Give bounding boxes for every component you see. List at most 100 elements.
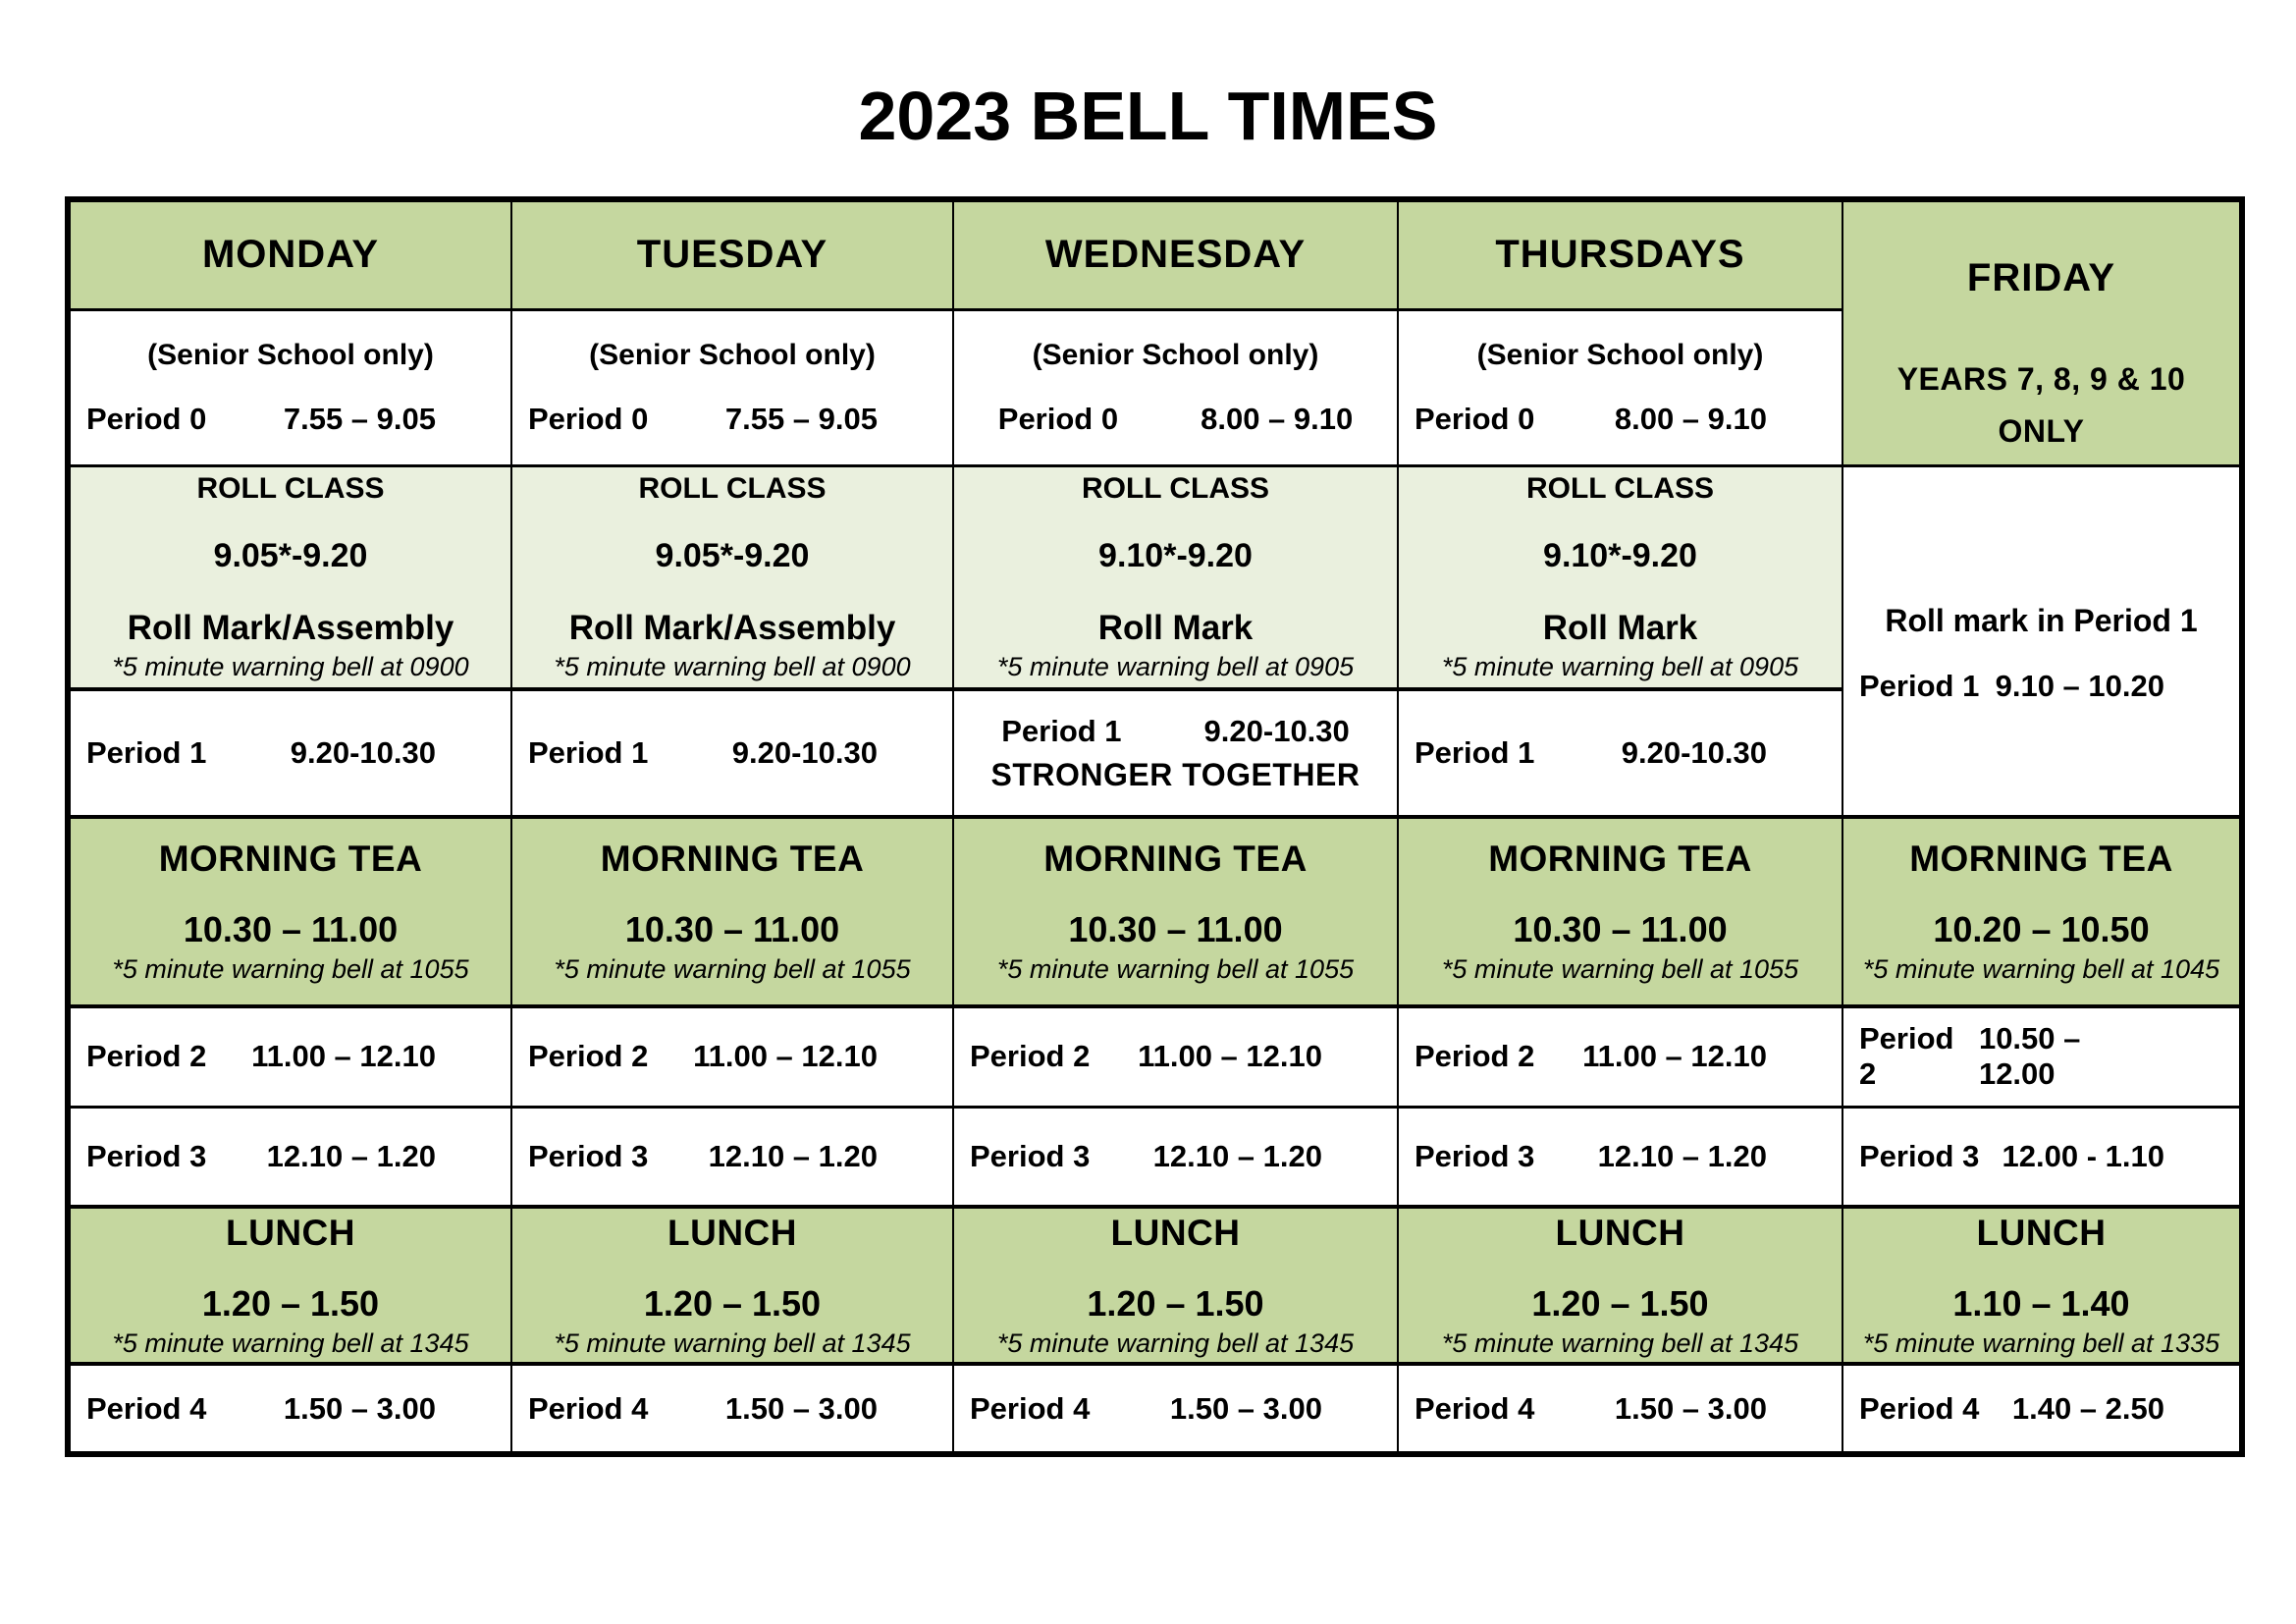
tea-time-wednesday: 10.30 – 11.00 [1068,909,1283,949]
period4-time-thursday: 1.50 – 3.00 [1614,1390,1767,1426]
friday-years-line2: ONLY [1998,412,2085,449]
period4-line-wednesday: Period 4 1.50 – 3.00 [955,1390,1396,1427]
lunch-note-monday: *5 minute warning bell at 1345 [112,1327,469,1358]
period1-cell-tuesday: Period 1 9.20-10.30 [510,687,954,819]
period3-label-friday: Period 3 [1859,1138,1980,1173]
period2-time-friday: 10.50 – 12.00 [1978,1021,2081,1092]
tea-title-tuesday: MORNING TEA [600,839,865,879]
senior-cell-monday: (Senior School only) Period 0 7.55 – 9.0… [67,307,512,467]
morning-tea-cell-thursday: MORNING TEA 10.30 – 11.00 *5 minute warn… [1397,815,1843,1008]
tea-title-friday: MORNING TEA [1909,839,2173,879]
bell-times-table: MONDAY TUESDAY WEDNESDAY THURSDAYS FRIDA… [65,196,2245,1457]
lunch-cell-wednesday: LUNCH 1.20 – 1.50 *5 minute warning bell… [952,1205,1399,1366]
period3-row: Period 3 12.10 – 1.20 Period 3 12.10 – 1… [67,1105,2243,1209]
friday-roll-cell: Roll mark in Period 1 Period 1 9.10 – 10… [1842,463,2243,819]
tea-time-friday: 10.20 – 10.50 [1933,909,2150,949]
header-cell-tuesday: TUESDAY [510,197,954,311]
period4-cell-friday: Period 4 1.40 – 2.50 [1842,1362,2243,1456]
senior-note-monday: (Senior School only) [147,338,434,371]
period4-label-tuesday: Period 4 [528,1390,649,1426]
period4-time-wednesday: 1.50 – 3.00 [1169,1390,1322,1426]
lunch-note-thursday: *5 minute warning bell at 1345 [1441,1327,1799,1358]
roll-mark-thursday: Roll Mark [1542,608,1698,647]
period1-cell-thursday: Period 1 9.20-10.30 [1397,687,1843,819]
period0-line-monday: Period 0 7.55 – 9.05 [71,401,509,437]
period4-time-monday: 1.50 – 3.00 [283,1390,436,1426]
period4-label-wednesday: Period 4 [970,1390,1091,1426]
period0-label-monday: Period 0 [86,401,207,436]
period1-label-thursday: Period 1 [1415,735,1535,770]
roll-class-cell-monday: ROLL CLASS 9.05*-9.20 Roll Mark/Assembly… [67,463,512,691]
period2-time-tuesday: 11.00 – 12.10 [693,1039,878,1074]
morning-tea-cell-wednesday: MORNING TEA 10.30 – 11.00 *5 minute warn… [952,815,1399,1008]
period3-time-thursday: 12.10 – 1.20 [1597,1138,1767,1173]
period1-time-monday: 9.20-10.30 [290,735,436,770]
period1-row: Period 1 9.20-10.30 Period 1 9.20-10.30 … [67,687,2242,819]
period3-time-wednesday: 12.10 – 1.20 [1152,1138,1322,1173]
period1-line-monday: Period 1 9.20-10.30 [71,735,509,771]
period3-line-monday: Period 3 12.10 – 1.20 [71,1138,509,1174]
period1-line-wednesday: Period 1 9.20-10.30 [955,714,1396,749]
period2-line-tuesday: Period 2 11.00 – 12.10 [513,1039,951,1074]
period3-line-friday: Period 3 12.00 - 1.10 [1844,1138,2239,1174]
period3-time-tuesday: 12.10 – 1.20 [708,1138,878,1173]
day-label-monday: MONDAY [201,233,380,277]
friday-period1-line: Period 1 9.10 – 10.20 [1844,669,2239,704]
roll-title-monday: ROLL CLASS [196,471,385,505]
period1-line-thursday: Period 1 9.20-10.30 [1400,735,1841,771]
period4-line-friday: Period 4 1.40 – 2.50 [1844,1390,2239,1427]
lunch-time-monday: 1.20 – 1.50 [201,1282,380,1324]
header-cell-friday: FRIDAY YEARS 7, 8, 9 & 10 ONLY [1842,197,2243,467]
period0-line-wednesday: Period 0 8.00 – 9.10 [955,401,1396,437]
period2-label-wednesday: Period 2 [970,1039,1091,1074]
period4-time-tuesday: 1.50 – 3.00 [724,1390,878,1426]
roll-note-monday: *5 minute warning bell at 0900 [112,651,469,681]
period2-cell-wednesday: Period 2 11.00 – 12.10 [952,1004,1399,1109]
period0-time-tuesday: 7.55 – 9.05 [724,401,878,436]
period4-label-friday: Period 4 [1859,1390,1980,1426]
header-row: MONDAY TUESDAY WEDNESDAY THURSDAYS FRIDA… [67,197,2243,467]
period3-label-thursday: Period 3 [1415,1138,1535,1173]
tea-time-monday: 10.30 – 11.00 [183,909,399,949]
roll-mark-wednesday: Roll Mark [1097,608,1254,647]
period1-time-tuesday: 9.20-10.30 [731,735,878,770]
period0-line-tuesday: Period 0 7.55 – 9.05 [513,401,951,437]
lunch-title-tuesday: LUNCH [667,1212,797,1253]
tea-note-monday: *5 minute warning bell at 1055 [112,954,469,984]
period0-label-tuesday: Period 0 [528,401,649,436]
senior-note-tuesday: (Senior School only) [589,338,876,371]
period2-time-thursday: 11.00 – 12.10 [1582,1039,1767,1074]
period0-label-thursday: Period 0 [1415,401,1535,436]
roll-mark-tuesday: Roll Mark/Assembly [568,608,896,647]
period1-cell-wednesday: Period 1 9.20-10.30 STRONGER TOGETHER [952,687,1399,819]
morning-tea-row: MORNING TEA 10.30 – 11.00 *5 minute warn… [67,815,2243,1008]
roll-title-thursday: ROLL CLASS [1525,471,1715,505]
friday-period1-time: 9.10 – 10.20 [1995,669,2164,704]
period2-line-monday: Period 2 11.00 – 12.10 [71,1039,509,1074]
lunch-time-friday: 1.10 – 1.40 [1952,1282,2130,1324]
roll-class-cell-wednesday: ROLL CLASS 9.10*-9.20 Roll Mark *5 minut… [952,463,1399,691]
lunch-title-thursday: LUNCH [1555,1212,1685,1253]
friday-header-content: FRIDAY YEARS 7, 8, 9 & 10 ONLY [1844,217,2239,450]
tea-time-tuesday: 10.30 – 11.00 [624,909,840,949]
lunch-note-wednesday: *5 minute warning bell at 1345 [996,1327,1355,1358]
period2-row: Period 2 11.00 – 12.10 Period 2 11.00 – … [67,1004,2243,1109]
senior-note-thursday: (Senior School only) [1476,338,1764,371]
day-label-tuesday: TUESDAY [636,233,828,277]
period1-extra-wednesday: STRONGER TOGETHER [990,756,1361,792]
tea-note-thursday: *5 minute warning bell at 1055 [1441,954,1799,984]
period0-label-wednesday: Period 0 [997,401,1119,436]
tea-note-tuesday: *5 minute warning bell at 1055 [554,954,911,984]
tea-time-thursday: 10.30 – 11.00 [1513,909,1728,949]
period3-cell-thursday: Period 3 12.10 – 1.20 [1397,1105,1843,1209]
period3-line-tuesday: Period 3 12.10 – 1.20 [513,1138,951,1174]
period1-time-thursday: 9.20-10.30 [1621,735,1767,770]
roll-time-wednesday: 9.10*-9.20 [1098,536,1253,574]
period3-line-thursday: Period 3 12.10 – 1.20 [1400,1138,1841,1174]
roll-title-tuesday: ROLL CLASS [638,471,827,505]
period0-line-thursday: Period 0 8.00 – 9.10 [1400,401,1841,437]
lunch-cell-monday: LUNCH 1.20 – 1.50 *5 minute warning bell… [67,1205,512,1366]
lunch-cell-tuesday: LUNCH 1.20 – 1.50 *5 minute warning bell… [510,1205,954,1366]
period3-time-monday: 12.10 – 1.20 [266,1138,436,1173]
period3-line-wednesday: Period 3 12.10 – 1.20 [955,1138,1396,1174]
